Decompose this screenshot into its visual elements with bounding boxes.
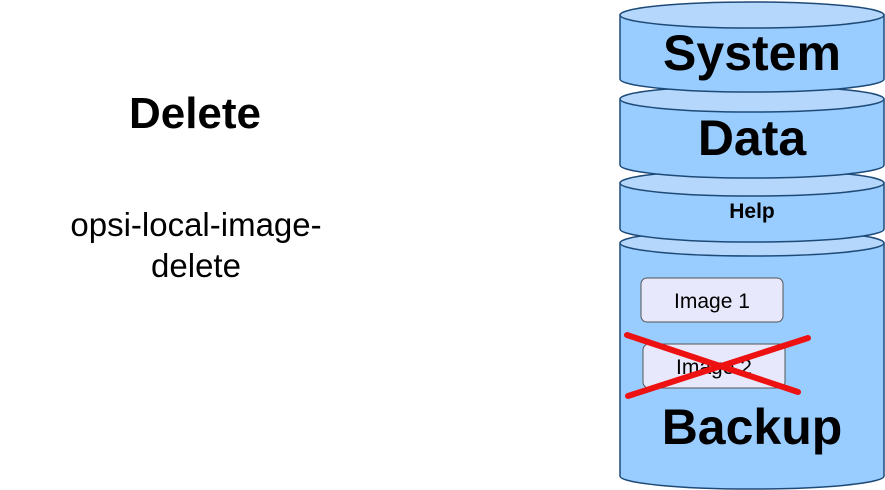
command-line-1: opsi-local-image- (70, 206, 322, 243)
system-cylinder-body (619, 14, 885, 93)
system-label: System (663, 25, 841, 81)
delete-cross-icon (624, 332, 811, 399)
help-label: Help (729, 200, 775, 223)
command-name: opsi-local-image- delete (36, 204, 356, 287)
data-cylinder-body (619, 98, 885, 179)
image-1-box (640, 277, 784, 323)
data-label: Data (698, 110, 808, 166)
help-cylinder-body (619, 182, 885, 243)
page-title: Delete (128, 89, 262, 138)
system-cylinder-top (619, 1, 885, 29)
image-1-label: Image 1 (674, 290, 750, 313)
cross-stroke-1 (624, 332, 801, 395)
image-1: Image 1 (640, 277, 784, 323)
data-partition (619, 85, 885, 179)
command-line-2: delete (151, 247, 241, 285)
backup-label: Backup (662, 399, 843, 455)
cross-stroke-2 (625, 335, 811, 399)
system-partition (619, 1, 885, 93)
